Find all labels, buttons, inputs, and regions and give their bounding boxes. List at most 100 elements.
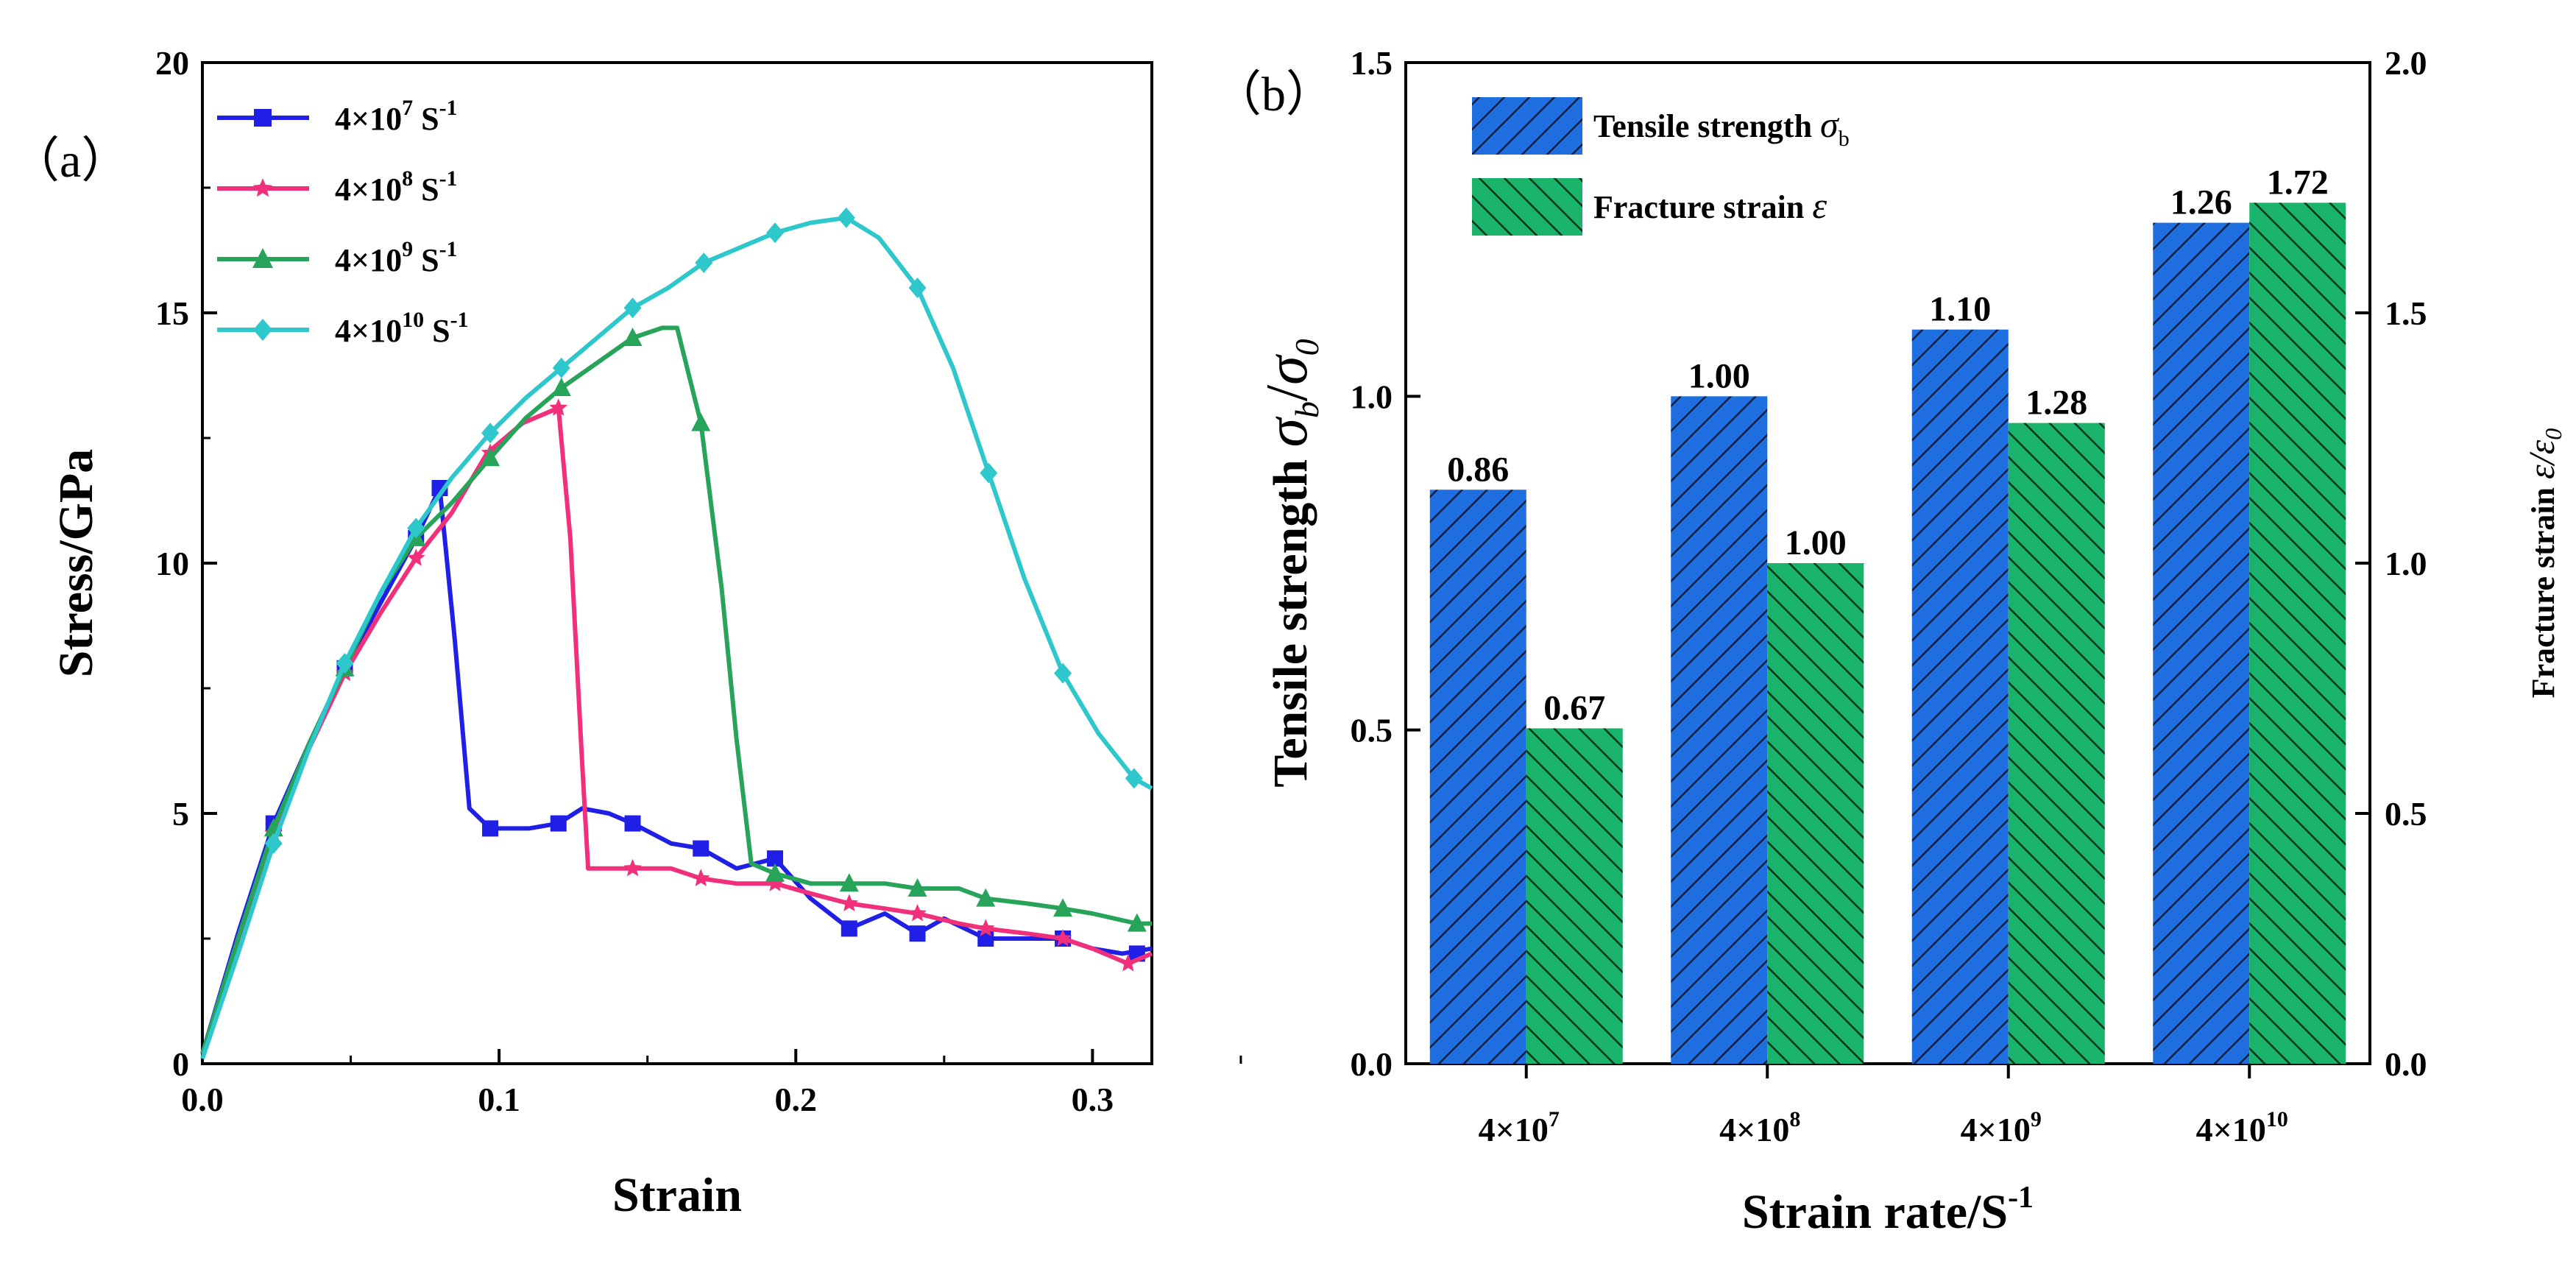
- marker-diamond: [1054, 663, 1072, 684]
- series-2: [200, 398, 1153, 1055]
- bar-value-label: 0.67: [1543, 688, 1605, 727]
- marker-diamond: [552, 357, 570, 378]
- left-axis-sigma: σ: [1255, 417, 1320, 448]
- marker-triangle: [976, 888, 996, 907]
- legend-label: 4×107 S-1: [335, 96, 458, 137]
- legend-label-sup: 10: [402, 308, 424, 332]
- left-axis-label-text: Tensile strength: [1264, 448, 1317, 788]
- marker-diamond: [253, 319, 272, 341]
- right-tick-label: 1.0: [2385, 545, 2427, 582]
- series-4: [200, 207, 1153, 1060]
- legend-label: Tensile strength σb: [1593, 104, 1850, 151]
- legend-label-sup: 9: [402, 237, 413, 261]
- left-axis-sub: b: [1288, 401, 1326, 418]
- legend-label-symbol: ε: [1812, 185, 1827, 226]
- bar-value-label: 1.26: [2170, 183, 2232, 222]
- right-axis-sub: 0: [2540, 428, 2566, 440]
- series-3: [200, 325, 1152, 1055]
- marker-diamond: [837, 207, 855, 228]
- legend-label-base: 4×10: [335, 242, 402, 278]
- x-tick-base: 4×10: [1961, 1111, 2031, 1148]
- right-axis-eps: ε/ε: [2521, 439, 2562, 479]
- marker-star: [765, 874, 785, 891]
- marker-square: [624, 815, 641, 832]
- panel-a-x-label: Strain: [612, 1168, 742, 1222]
- marker-triangle: [252, 248, 273, 268]
- bar-tensile: [2153, 222, 2250, 1064]
- marker-diamond: [264, 833, 283, 854]
- marker-triangle: [551, 378, 571, 396]
- bar-tensile: [1671, 396, 1768, 1064]
- marker-square: [909, 925, 926, 942]
- marker-diamond: [1125, 768, 1143, 789]
- marker-triangle: [1053, 898, 1073, 917]
- panel-a-label: （a）: [11, 134, 130, 188]
- x-tick-sup: 7: [1549, 1107, 1560, 1131]
- marker-star: [691, 869, 710, 886]
- right-tick-label: 1.5: [2385, 294, 2427, 332]
- bar-value-label: 1.28: [2025, 384, 2087, 423]
- left-axis-sub0: 0: [1288, 339, 1326, 356]
- right-axis-label-text: Fracture strain: [2525, 479, 2561, 698]
- series-line: [200, 406, 1153, 1055]
- legend-label-sup: 8: [402, 166, 413, 191]
- legend-label-sup2: -1: [439, 237, 458, 261]
- panel-b-x-ticks: 4×107 4×108 4×109 4×1010: [1479, 1064, 2288, 1148]
- bar-value-label: 1.72: [2267, 163, 2329, 202]
- legend-label-sup: 7: [402, 96, 413, 120]
- marker-triangle: [907, 878, 927, 897]
- x-tick-base: 4×10: [1479, 1111, 1549, 1148]
- marker-diamond: [623, 297, 642, 319]
- marker-star: [1119, 954, 1138, 972]
- legend-label: Fracture strain ε: [1593, 185, 1827, 226]
- bar-fracture: [2008, 423, 2105, 1064]
- x-axis-label-sup: -1: [2008, 1181, 2034, 1215]
- marker-diamond: [695, 252, 713, 273]
- legend-label-base: Fracture strain: [1593, 189, 1812, 225]
- left-axis-label: Tensile strength σb/σ0: [1255, 339, 1326, 787]
- y-tick-label: 0: [172, 1045, 189, 1083]
- y-tick-label: 10: [155, 545, 189, 582]
- marker-triangle: [691, 412, 711, 431]
- x-axis-label: Strain rate/S-1: [1742, 1181, 2034, 1239]
- marker-square: [550, 815, 567, 832]
- marker-diamond: [336, 653, 354, 674]
- x-axis-label-base: Strain rate/S: [1742, 1185, 2008, 1239]
- x-tick-base: 4×10: [1719, 1111, 1789, 1148]
- right-tick-label: 0.0: [2385, 1045, 2427, 1083]
- series-1: [200, 480, 1153, 1055]
- legend-label-sup2: -1: [439, 166, 458, 191]
- panel-b-left-y-ticks: 0.0 0.5 1.0 1.5: [1351, 44, 1420, 1083]
- marker-triangle: [765, 863, 785, 882]
- legend-label: 4×108 S-1: [335, 166, 458, 208]
- panel-a-x-ticks: 0.0 0.1 0.2 0.3: [181, 1049, 1242, 1118]
- series-line: [200, 325, 1152, 1055]
- marker-triangle: [623, 328, 643, 346]
- marker-square: [767, 850, 784, 867]
- panel-b-legend: Tensile strength σb Fracture strain ε: [1472, 97, 1850, 236]
- panel-b-right-y-ticks: 0.0 0.5 1.0 1.5 2.0: [2355, 44, 2427, 1083]
- marker-square: [693, 840, 710, 857]
- y-tick-label: 20: [155, 44, 189, 82]
- marker-star: [840, 894, 859, 911]
- legend-label-tail: S: [413, 242, 439, 278]
- panel-b-left-y-label: Tensile strength σb/σ0: [1255, 339, 1326, 787]
- marker-star: [623, 858, 642, 877]
- legend-label-base: Tensile strength: [1593, 108, 1820, 144]
- marker-square: [482, 820, 499, 837]
- x-tick-label: 0.2: [775, 1081, 818, 1118]
- panel-a-y-ticks: 0 5 10 15 20: [155, 44, 217, 1083]
- left-tick-label: 0.5: [1351, 712, 1393, 749]
- bar-tensile: [1911, 329, 2009, 1064]
- series-line: [200, 215, 1153, 1060]
- marker-diamond: [407, 518, 425, 539]
- legend-label: 4×1010 S-1: [335, 308, 469, 349]
- marker-star: [976, 919, 995, 936]
- left-tick-label: 0.0: [1351, 1045, 1393, 1083]
- x-tick-base: 4×10: [2196, 1111, 2266, 1148]
- right-axis-label: Fracture strain ε/ε0: [2521, 428, 2566, 699]
- legend-label-sup2: -1: [439, 96, 458, 120]
- series-line: [200, 486, 1153, 1055]
- legend-swatch: [1472, 97, 1582, 155]
